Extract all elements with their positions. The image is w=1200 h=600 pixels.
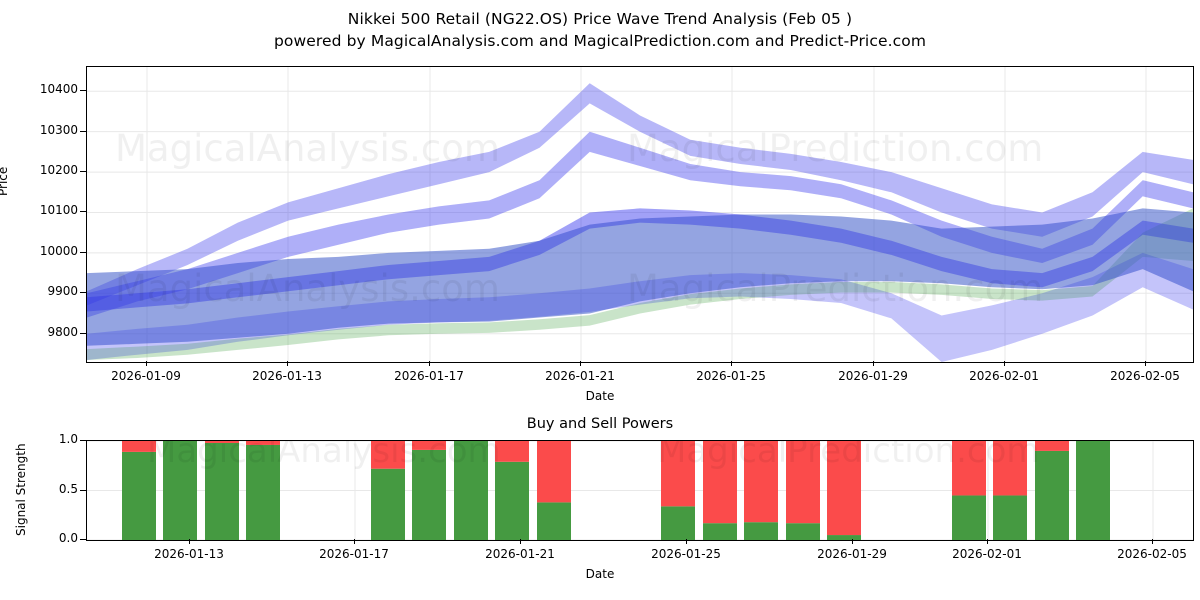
signal-xtick: 2026-01-21 [485,547,555,561]
signal-xtick: 2026-01-17 [319,547,389,561]
price-xtick: 2026-01-25 [696,369,766,383]
signal-ytick-mark [80,489,86,491]
buy-power-bar [661,506,695,540]
sell-power-bar [205,441,239,443]
price-xtick: 2026-01-29 [838,369,908,383]
sell-power-bar [661,441,695,507]
buy-power-bar [703,523,737,540]
buy-power-bar [205,442,239,540]
sell-power-bar [952,441,986,496]
signal-xtick-mark [520,539,521,544]
buy-power-bar [495,461,529,540]
signal-xtick-mark [987,539,988,544]
price-xtick: 2026-02-05 [1110,369,1180,383]
price-xtick-mark [287,361,288,366]
sell-power-bar [495,441,529,462]
sell-power-bar [371,441,405,469]
signal-ytick: 1.0 [58,432,78,446]
power-chart-title: Buy and Sell Powers [526,416,674,432]
price-ytick-mark [80,171,86,173]
buy-power-bar [744,522,778,540]
price-xtick-mark [873,361,874,366]
price-xtick-mark [731,361,732,366]
price-xtick-mark [580,361,581,366]
signal-xtick-mark [852,539,853,544]
title-block: Nikkei 500 Retail (NG22.OS) Price Wave T… [0,8,1200,52]
price-xtick: 2026-01-13 [252,369,322,383]
buy-power-bar [1076,441,1110,540]
price-xtick-mark [1004,361,1005,366]
price-wave-plot: MagicalAnalysis.com MagicalPrediction.co… [86,66,1194,363]
price-ytick: 9800 [47,324,78,339]
price-ytick: 10100 [39,203,78,218]
price-xtick-mark [429,361,430,366]
signal-xtick-mark [354,539,355,544]
price-xtick: 2026-01-21 [545,369,615,383]
buy-power-bar [163,441,197,540]
sell-power-bar [1035,441,1069,451]
price-xtick: 2026-01-17 [394,369,464,383]
buy-power-bar [412,449,446,540]
signal-xtick: 2026-01-29 [817,547,887,561]
price-xtick-mark [146,361,147,366]
power-bars-svg [87,441,1193,540]
buy-power-bar [454,441,488,540]
buy-power-bar [122,451,156,540]
signal-xtick-mark [1152,539,1153,544]
signal-xtick-mark [189,539,190,544]
sell-power-bar [122,441,156,452]
signal-xtick-mark [686,539,687,544]
signal-ytick: 0.5 [58,481,78,496]
sell-power-bar [703,441,737,524]
signal-xtick: 2026-02-01 [952,547,1022,561]
buy-power-bar [537,502,571,540]
page-title: Nikkei 500 Retail (NG22.OS) Price Wave T… [347,10,853,28]
price-ytick: 10400 [39,82,78,97]
signal-ytick-mark [80,539,86,540]
buy-power-bar [246,444,280,540]
price-xtick: 2026-02-01 [969,369,1039,383]
sell-power-bar [246,441,280,445]
sell-power-bar [993,441,1027,496]
buy-power-bar [993,495,1027,540]
signal-xtick: 2026-01-13 [154,547,224,561]
page-subtitle: powered by MagicalAnalysis.com and Magic… [273,32,927,50]
signal-ytick: 0.0 [58,531,78,545]
power-x-axis-label: Date [585,567,615,581]
buy-power-bar [786,523,820,540]
price-ytick-mark [80,332,86,334]
price-x-axis-label: Date [585,389,615,403]
sell-power-bar [744,441,778,523]
price-wave-svg [87,67,1193,362]
price-ytick-mark [80,130,86,132]
buy-power-bar [371,468,405,540]
sell-power-bar [537,441,571,503]
price-ytick-mark [80,292,86,294]
sell-power-bar [786,441,820,524]
price-ytick: 10200 [39,163,78,178]
signal-xtick: 2026-01-25 [651,547,721,561]
price-ytick-mark [80,90,86,92]
price-ytick-mark [80,251,86,253]
buy-power-bar [952,495,986,540]
price-ytick: 10000 [39,243,78,258]
sell-power-bar [827,441,861,536]
sell-power-bar [412,441,446,450]
price-ytick-mark [80,211,86,213]
buy-sell-power-plot: MagicalAnalysis.com MagicalPrediction.co… [86,440,1194,541]
price-xtick-mark [1145,361,1146,366]
buy-power-bar [1035,450,1069,540]
signal-ytick-mark [80,440,86,441]
price-ytick: 10300 [39,122,78,137]
signal-xtick: 2026-02-05 [1117,547,1187,561]
buy-power-bar [827,535,861,540]
price-xtick: 2026-01-09 [111,369,181,383]
price-ytick: 9900 [47,284,78,299]
